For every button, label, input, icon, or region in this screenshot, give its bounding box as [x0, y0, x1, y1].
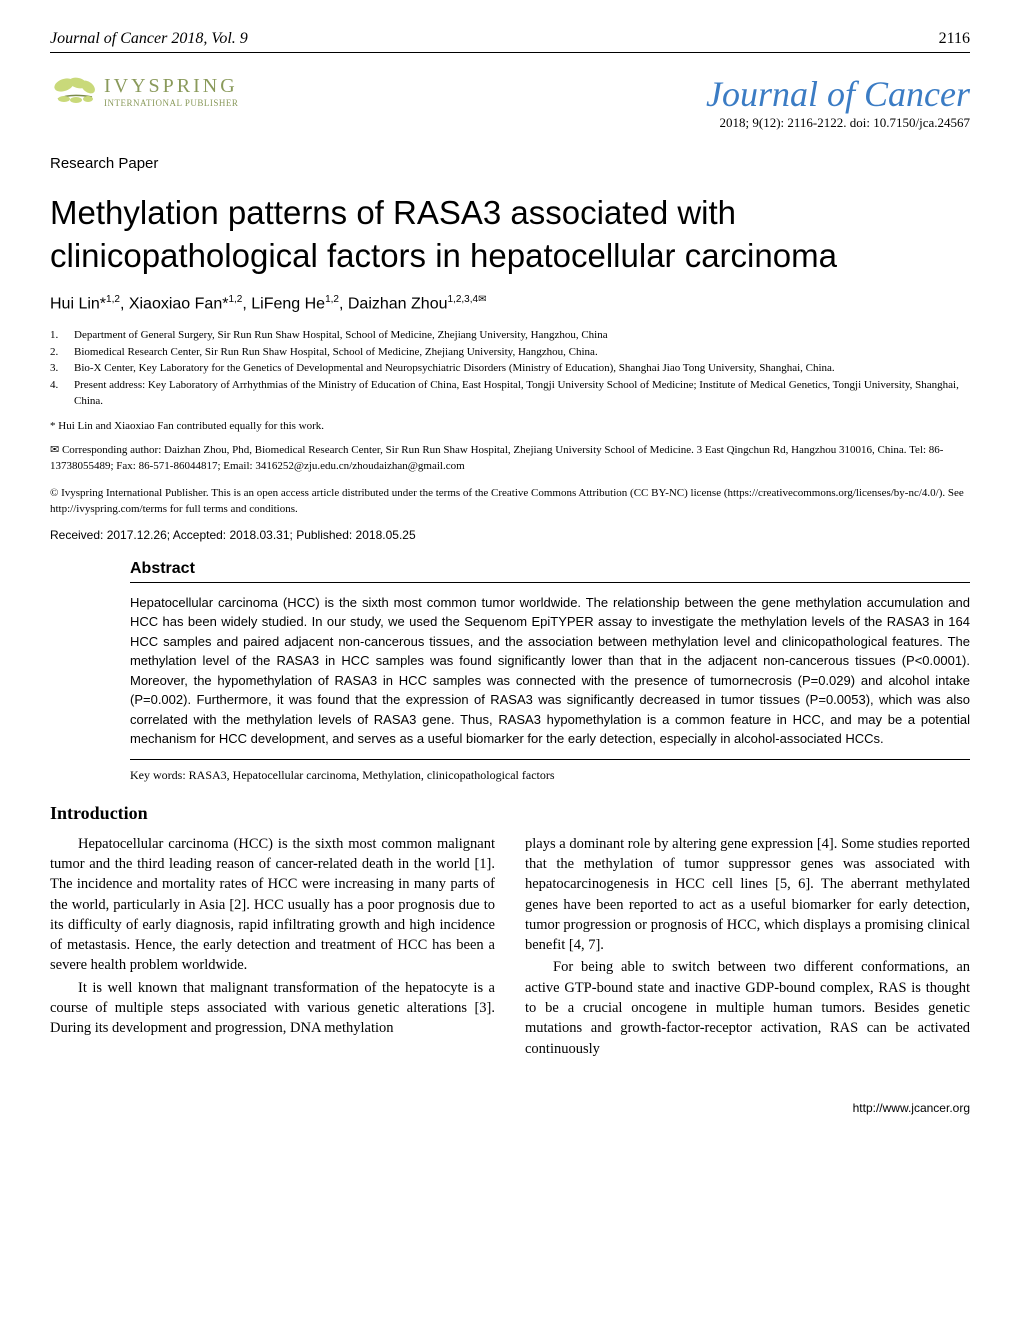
equal-contribution-note: * Hui Lin and Xiaoxiao Fan contributed e… [50, 420, 970, 432]
keywords-line: Key words: RASA3, Hepatocellular carcino… [130, 768, 970, 783]
affiliation-row: 3. Bio-X Center, Key Laboratory for the G… [50, 360, 970, 377]
affiliation-number: 4. [50, 377, 64, 410]
citation-doi: 2018; 9(12): 2116-2122. doi: 10.7150/jca… [706, 115, 970, 131]
publisher-text: IVYSPRING INTERNATIONAL PUBLISHER [104, 75, 238, 108]
affiliation-row: 1. Department of General Surgery, Sir Run… [50, 327, 970, 344]
publisher-logo-block: IVYSPRING INTERNATIONAL PUBLISHER [50, 73, 238, 109]
affiliation-text: Bio-X Center, Key Laboratory for the Gen… [74, 360, 835, 377]
journal-title: Journal of Cancer [706, 73, 970, 115]
abstract-body: Hepatocellular carcinoma (HCC) is the si… [130, 593, 970, 760]
journal-banner: Journal of Cancer 2018; 9(12): 2116-2122… [706, 73, 970, 131]
publisher-subtitle: INTERNATIONAL PUBLISHER [104, 98, 238, 108]
journal-issue-label: Journal of Cancer 2018, Vol. 9 [50, 30, 248, 48]
affiliation-number: 3. [50, 360, 64, 377]
affiliation-text: Department of General Surgery, Sir Run R… [74, 327, 608, 344]
affiliation-number: 1. [50, 327, 64, 344]
abstract-heading: Abstract [130, 560, 970, 583]
body-two-column: Hepatocellular carcinoma (HCC) is the si… [50, 834, 970, 1061]
affiliation-row: 4. Present address: Key Laboratory of Arr… [50, 377, 970, 410]
article-title: Methylation patterns of RASA3 associated… [50, 192, 970, 278]
corresponding-author: ✉ Corresponding author: Daizhan Zhou, Ph… [50, 442, 970, 475]
page-header: Journal of Cancer 2018, Vol. 9 2116 [50, 30, 970, 53]
abstract-section: Abstract Hepatocellular carcinoma (HCC) … [130, 560, 970, 783]
left-column: Hepatocellular carcinoma (HCC) is the si… [50, 834, 495, 1061]
affiliation-number: 2. [50, 344, 64, 361]
footer-url: http://www.jcancer.org [50, 1101, 970, 1115]
publisher-name: IVYSPRING [104, 75, 238, 98]
page-number: 2116 [939, 30, 970, 48]
body-paragraph: Hepatocellular carcinoma (HCC) is the si… [50, 834, 495, 976]
affiliation-text: Present address: Key Laboratory of Arrhy… [74, 377, 970, 410]
paper-type-label: Research Paper [50, 155, 970, 172]
ivyspring-logo-icon [50, 73, 100, 109]
body-paragraph: It is well known that malignant transfor… [50, 978, 495, 1039]
body-paragraph: For being able to switch between two dif… [525, 957, 970, 1058]
author-list: Hui Lin*1,2, Xiaoxiao Fan*1,2, LiFeng He… [50, 294, 970, 313]
branding-row: IVYSPRING INTERNATIONAL PUBLISHER Journa… [50, 73, 970, 131]
introduction-heading: Introduction [50, 803, 970, 824]
license-text: © Ivyspring International Publisher. Thi… [50, 485, 970, 518]
right-column: plays a dominant role by altering gene e… [525, 834, 970, 1061]
affiliation-row: 2. Biomedical Research Center, Sir Run Ru… [50, 344, 970, 361]
affiliations-list: 1. Department of General Surgery, Sir Run… [50, 327, 970, 410]
publication-dates: Received: 2017.12.26; Accepted: 2018.03.… [50, 528, 970, 542]
body-paragraph: plays a dominant role by altering gene e… [525, 834, 970, 956]
affiliation-text: Biomedical Research Center, Sir Run Run … [74, 344, 598, 361]
